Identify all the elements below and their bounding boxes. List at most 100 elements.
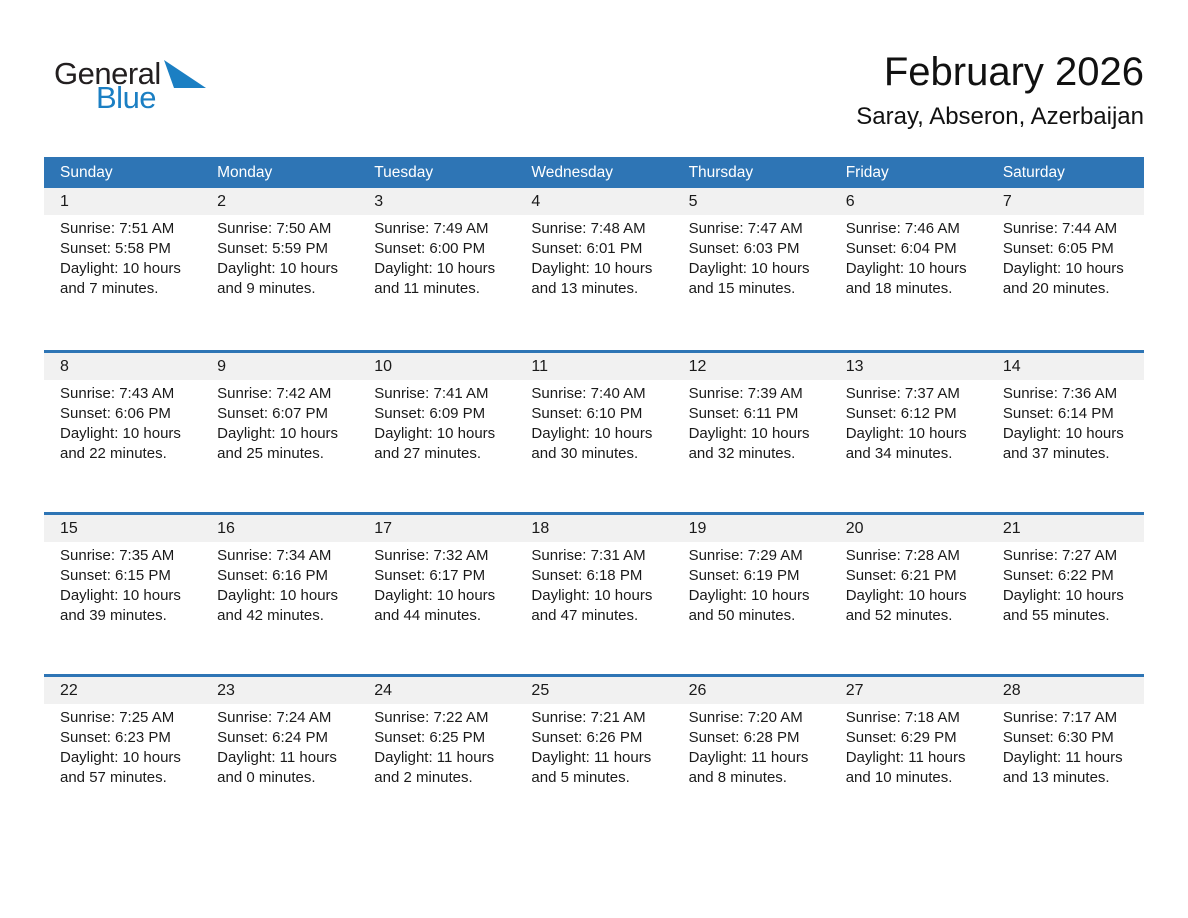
sunrise-line: Sunrise: 7:21 AM [531, 709, 646, 726]
daylight-line-2: and 2 minutes. [374, 769, 473, 786]
day-number-band: 8 9 10 11 12 13 14 [44, 353, 1144, 380]
daylight-line-2: and 50 minutes. [688, 607, 796, 624]
sunset-line: Sunset: 6:10 PM [531, 405, 643, 422]
daylight-line-2: and 34 minutes. [845, 445, 953, 462]
daylight-line-2: and 52 minutes. [845, 607, 953, 624]
daylight-line-2: and 20 minutes. [1002, 280, 1110, 297]
sunset-line: Sunset: 6:28 PM [688, 729, 800, 746]
day-cell: Sunrise: 7:43 AM Sunset: 6:06 PM Daylight:… [44, 384, 201, 464]
day-cell: Sunrise: 7:28 AM Sunset: 6:21 PM Daylight:… [830, 546, 987, 626]
daylight-line-1: Daylight: 10 hours [217, 425, 339, 442]
daylight-line-1: Daylight: 10 hours [688, 587, 810, 604]
daylight-line-1: Daylight: 10 hours [60, 749, 181, 766]
day-cell: Sunrise: 7:24 AM Sunset: 6:24 PM Daylight:… [201, 708, 358, 788]
sunset-line: Sunset: 6:04 PM [845, 240, 957, 257]
day-number: 21 [1002, 519, 1021, 537]
day-cell: Sunrise: 7:46 AM Sunset: 6:04 PM Daylight:… [830, 219, 987, 299]
sunrise-line: Sunrise: 7:40 AM [531, 385, 646, 402]
sunset-line: Sunset: 5:58 PM [60, 240, 171, 257]
daylight-line-2: and 22 minutes. [60, 445, 167, 462]
sunrise-line: Sunrise: 7:51 AM [60, 220, 175, 237]
daylight-line-1: Daylight: 10 hours [60, 587, 181, 604]
day-number: 20 [845, 519, 864, 537]
daylight-line-1: Daylight: 10 hours [531, 587, 653, 604]
daylight-line-1: Daylight: 10 hours [217, 260, 339, 277]
sunrise-line: Sunrise: 7:28 AM [845, 547, 960, 564]
day-number: 6 [845, 192, 855, 210]
sunset-line: Sunset: 6:11 PM [688, 405, 799, 422]
sunrise-line: Sunrise: 7:25 AM [60, 709, 175, 726]
sunset-line: Sunset: 6:26 PM [531, 729, 643, 746]
sunset-line: Sunset: 6:07 PM [217, 405, 329, 422]
calendar-weeks: 1 2 3 4 5 6 7 Sunrise: 7:51 AM Sunset: 5:58 PM Da… [44, 188, 1144, 836]
sunrise-line: Sunrise: 7:32 AM [374, 547, 489, 564]
weekday-header-monday: Monday [217, 163, 273, 181]
daylight-line-1: Daylight: 10 hours [845, 425, 967, 442]
weekday-header-row: Sunday Monday Tuesday Wednesday Thursday Frid… [44, 157, 1144, 188]
logo-triangle-icon [163, 60, 206, 88]
daylight-line-2: and 9 minutes. [217, 280, 316, 297]
month-title: February 2026 [883, 50, 1144, 94]
day-number: 8 [60, 357, 69, 375]
daylight-line-2: and 39 minutes. [60, 607, 167, 624]
sunrise-line: Sunrise: 7:34 AM [217, 547, 332, 564]
sunset-line: Sunset: 6:17 PM [374, 567, 486, 584]
sunrise-line: Sunrise: 7:39 AM [688, 385, 803, 402]
calendar-table: Sunday Monday Tuesday Wednesday Thursday Frid… [44, 157, 1144, 836]
day-cell: Sunrise: 7:34 AM Sunset: 6:16 PM Daylight:… [201, 546, 358, 626]
day-details-row: Sunrise: 7:43 AM Sunset: 6:06 PM Daylight:… [44, 380, 1144, 464]
sunset-line: Sunset: 6:23 PM [60, 729, 171, 746]
page-header: General Blue February 2026 Saray, Absero… [0, 0, 1188, 131]
sunset-line: Sunset: 6:01 PM [531, 240, 643, 257]
day-details-row: Sunrise: 7:51 AM Sunset: 5:58 PM Daylight:… [44, 215, 1144, 299]
daylight-line-2: and 57 minutes. [60, 769, 167, 786]
sunrise-line: Sunrise: 7:35 AM [60, 547, 175, 564]
daylight-line-1: Daylight: 10 hours [374, 587, 496, 604]
sunset-line: Sunset: 6:25 PM [374, 729, 486, 746]
daylight-line-2: and 0 minutes. [217, 769, 316, 786]
day-number: 26 [688, 681, 707, 699]
logo-line-1: General [54, 58, 206, 89]
day-cell: Sunrise: 7:47 AM Sunset: 6:03 PM Daylight:… [673, 219, 830, 299]
day-number: 2 [217, 192, 227, 210]
sunset-line: Sunset: 6:24 PM [217, 729, 329, 746]
sunrise-line: Sunrise: 7:44 AM [1002, 220, 1118, 237]
week-row: 15 16 17 18 19 20 21 Sunrise: 7:35 AM Sunset: 6:… [44, 512, 1144, 674]
sunset-line: Sunset: 6:19 PM [688, 567, 800, 584]
day-number: 16 [217, 519, 235, 537]
daylight-line-1: Daylight: 10 hours [531, 425, 653, 442]
day-cell: Sunrise: 7:48 AM Sunset: 6:01 PM Daylight:… [515, 219, 672, 299]
day-number-band: 1 2 3 4 5 6 7 [44, 188, 1144, 215]
day-cell: Sunrise: 7:27 AM Sunset: 6:22 PM Daylight:… [987, 546, 1144, 626]
daylight-line-2: and 7 minutes. [60, 280, 159, 297]
day-number: 18 [531, 519, 550, 537]
sunset-line: Sunset: 6:14 PM [1002, 405, 1114, 422]
day-number: 19 [688, 519, 707, 537]
sunrise-line: Sunrise: 7:24 AM [217, 709, 332, 726]
sunset-line: Sunset: 6:15 PM [60, 567, 171, 584]
logo-text-blue: Blue [96, 80, 157, 115]
daylight-line-2: and 32 minutes. [688, 445, 796, 462]
sunrise-line: Sunrise: 7:42 AM [217, 385, 332, 402]
day-cell: Sunrise: 7:31 AM Sunset: 6:18 PM Daylight:… [515, 546, 672, 626]
day-number: 12 [688, 357, 707, 375]
daylight-line-2: and 15 minutes. [688, 280, 796, 297]
day-cell: Sunrise: 7:50 AM Sunset: 5:59 PM Daylight:… [201, 219, 358, 299]
daylight-line-2: and 8 minutes. [688, 769, 787, 786]
daylight-line-1: Daylight: 11 hours [845, 749, 966, 766]
sunset-line: Sunset: 6:16 PM [217, 567, 329, 584]
sunrise-line: Sunrise: 7:18 AM [845, 709, 960, 726]
day-number: 14 [1002, 357, 1021, 375]
daylight-line-1: Daylight: 10 hours [374, 425, 496, 442]
daylight-line-1: Daylight: 10 hours [688, 260, 810, 277]
day-cell: Sunrise: 7:35 AM Sunset: 6:15 PM Daylight:… [44, 546, 201, 626]
daylight-line-2: and 11 minutes. [374, 280, 480, 297]
sunrise-line: Sunrise: 7:37 AM [845, 385, 960, 402]
day-number: 3 [374, 192, 384, 210]
sunrise-line: Sunrise: 7:20 AM [688, 709, 803, 726]
day-number: 25 [531, 681, 550, 699]
sunrise-line: Sunrise: 7:36 AM [1002, 385, 1118, 402]
day-cell: Sunrise: 7:29 AM Sunset: 6:19 PM Daylight:… [673, 546, 830, 626]
day-cell: Sunrise: 7:51 AM Sunset: 5:58 PM Daylight:… [44, 219, 201, 299]
